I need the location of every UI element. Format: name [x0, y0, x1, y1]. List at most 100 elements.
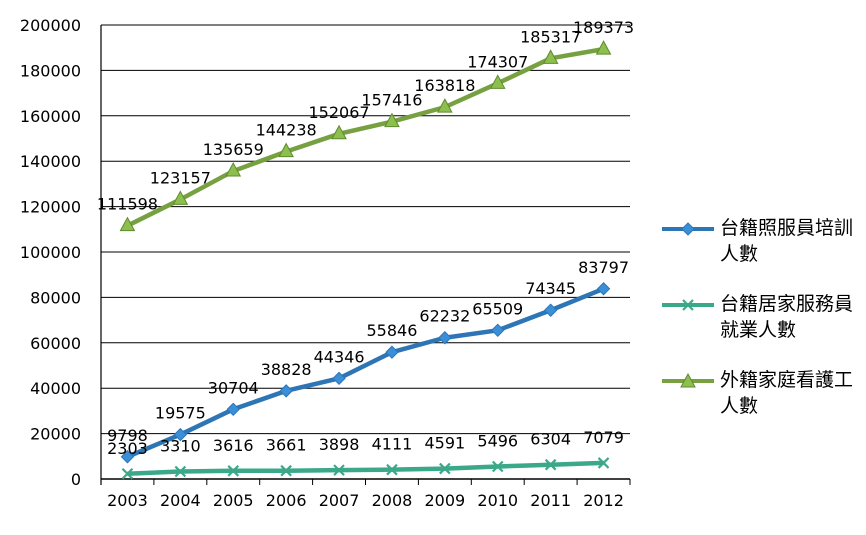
- data-point: [597, 457, 610, 469]
- data-point: [119, 216, 136, 232]
- data-point: [280, 464, 292, 477]
- y-tick-label: 160000: [20, 107, 81, 126]
- data-label: 30704: [208, 378, 259, 397]
- data-point: [279, 384, 293, 398]
- data-label: 157416: [361, 91, 422, 110]
- x-tick-label: 2004: [160, 491, 201, 510]
- data-point: [121, 467, 134, 480]
- data-point: [439, 462, 451, 475]
- series-line: [126, 46, 604, 228]
- legend-label: 人數: [720, 395, 759, 417]
- data-label: 55846: [366, 321, 417, 340]
- data-label: 83797: [578, 258, 629, 277]
- data-label: 44346: [314, 347, 365, 366]
- data-point: [333, 464, 345, 476]
- data-point: [120, 450, 135, 464]
- legend-item-trainees: 台籍照服員培訓 人數: [660, 215, 860, 291]
- x-tick-label: 2009: [424, 491, 465, 510]
- data-label: 152067: [309, 103, 370, 122]
- data-label: 144238: [256, 121, 317, 140]
- data-point: [384, 112, 400, 128]
- y-tick-label: 180000: [20, 61, 81, 80]
- y-axis-tick-labels: 0 20000 40000 60000 80000 100000 120000 140000 1…: [20, 16, 81, 489]
- x-tick-label: 2010: [477, 491, 518, 510]
- data-label: 38828: [261, 360, 312, 379]
- data-point: [491, 323, 505, 338]
- data-label: 4591: [424, 434, 465, 453]
- y-tick-label: 120000: [20, 198, 81, 217]
- data-label: 74345: [525, 279, 576, 298]
- data-label: 163818: [414, 76, 475, 95]
- data-label: 3898: [319, 435, 360, 454]
- y-tick-label: 0: [71, 470, 81, 489]
- y-tick-label: 80000: [30, 288, 81, 307]
- data-point: [226, 402, 240, 417]
- data-point: [278, 142, 294, 158]
- data-point: [172, 190, 189, 205]
- y-tick-label: 200000: [20, 16, 81, 35]
- data-label: 174307: [467, 52, 528, 71]
- legend-label: 台籍照服員培訓: [720, 217, 854, 239]
- legend-label: 外籍家庭看護工: [720, 369, 854, 391]
- data-point: [437, 98, 453, 113]
- legend-swatch-triangle-icon: [662, 373, 714, 388]
- data-label: 19575: [155, 404, 206, 423]
- data-label: 62232: [419, 307, 470, 326]
- data-point: [438, 331, 452, 345]
- data-label: 9798: [107, 426, 148, 445]
- legend-label: 台籍居家服務員: [720, 293, 854, 315]
- data-point: [543, 303, 558, 317]
- data-label: 2303: [107, 439, 148, 458]
- y-tick-label: 140000: [20, 152, 81, 171]
- series-line: [127, 460, 604, 477]
- data-point: [491, 460, 504, 473]
- data-label: 123157: [150, 168, 211, 187]
- data-label: 3661: [266, 436, 307, 455]
- data-label: 3310: [160, 436, 201, 455]
- y-tick-label: 20000: [30, 425, 81, 444]
- legend-label: 就業人數: [720, 319, 797, 341]
- data-point: [544, 458, 557, 471]
- data-label: 6304: [530, 430, 571, 449]
- data-label: 135659: [203, 140, 264, 159]
- data-label: 3616: [213, 436, 254, 455]
- data-label: 4111: [372, 435, 413, 454]
- legend-item-foreign-caregivers: 外籍家庭看護工 人數: [660, 367, 860, 443]
- x-tick-label: 2011: [530, 491, 571, 510]
- data-label: 5496: [477, 432, 518, 451]
- data-label: 7079: [583, 428, 624, 447]
- legend-swatch-x-icon: [662, 299, 714, 311]
- data-point: [173, 427, 188, 442]
- x-tick-label: 2008: [372, 491, 413, 510]
- legend: 台籍照服員培訓 人數 台籍居家服務員 就業人數 外籍家庭看護工 人數: [660, 215, 860, 443]
- series-lines: [119, 40, 612, 480]
- data-point: [227, 465, 240, 477]
- data-point: [596, 282, 611, 296]
- data-label: 185317: [520, 27, 581, 46]
- legend-label: 人數: [720, 243, 759, 265]
- x-tick-label: 2003: [107, 491, 148, 510]
- data-label: 189373: [573, 18, 634, 37]
- data-point: [332, 371, 346, 386]
- data-point: [385, 345, 399, 359]
- data-point: [174, 465, 187, 478]
- data-point: [595, 40, 612, 55]
- y-tick-label: 60000: [30, 334, 81, 353]
- y-tick-label: 40000: [30, 379, 81, 398]
- data-label: 65509: [472, 299, 523, 318]
- legend-swatch-diamond-icon: [662, 222, 714, 236]
- series-line: [126, 286, 605, 459]
- x-axis-tick-labels: 2003 2004 2005 2006 2007 2008 2009 2010 2011 2012: [107, 491, 624, 510]
- y-tick-label: 100000: [20, 243, 81, 262]
- x-tick-label: 2005: [213, 491, 254, 510]
- data-point: [489, 74, 506, 89]
- data-point: [542, 49, 559, 64]
- data-point: [225, 161, 242, 177]
- data-label: 111598: [97, 195, 158, 214]
- legend-item-home-care: 台籍居家服務員 就業人數: [660, 291, 860, 367]
- data-point: [331, 124, 347, 140]
- data-point: [386, 463, 398, 476]
- x-tick-label: 2007: [319, 491, 360, 510]
